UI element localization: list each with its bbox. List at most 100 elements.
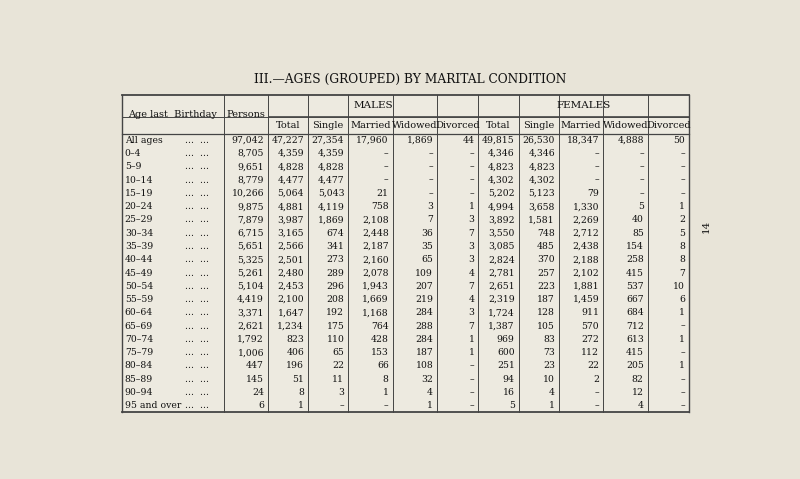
Text: 2,824: 2,824: [488, 255, 514, 264]
Text: 4: 4: [469, 269, 474, 277]
Bar: [122, 95, 689, 412]
Text: 2,160: 2,160: [362, 255, 389, 264]
Text: 3,371: 3,371: [238, 308, 264, 318]
Text: 187: 187: [415, 348, 433, 357]
Text: 3: 3: [469, 242, 474, 251]
Text: 911: 911: [582, 308, 599, 318]
Text: 40: 40: [632, 216, 644, 225]
Text: 4,823: 4,823: [528, 162, 555, 171]
Text: –: –: [639, 176, 644, 185]
Text: –: –: [639, 189, 644, 198]
Text: 5,261: 5,261: [238, 269, 264, 277]
Text: 4,823: 4,823: [488, 162, 514, 171]
Text: 192: 192: [326, 308, 344, 318]
Text: 10: 10: [674, 282, 685, 291]
Text: 684: 684: [626, 308, 644, 318]
Text: 23: 23: [543, 362, 555, 370]
Text: 36: 36: [422, 229, 433, 238]
Text: 27,354: 27,354: [312, 136, 344, 145]
Text: 4,828: 4,828: [278, 162, 304, 171]
Text: 273: 273: [326, 255, 344, 264]
Text: 415: 415: [626, 348, 644, 357]
Text: –: –: [470, 149, 474, 158]
Text: Single: Single: [523, 121, 554, 130]
Text: 55–59: 55–59: [125, 295, 153, 304]
Text: 4,419: 4,419: [237, 295, 264, 304]
Text: 1,459: 1,459: [573, 295, 599, 304]
Text: ...  ...: ... ...: [185, 136, 209, 145]
Text: 1,387: 1,387: [488, 322, 514, 331]
Text: Divorced: Divorced: [646, 121, 690, 130]
Text: 2,453: 2,453: [278, 282, 304, 291]
Text: 205: 205: [626, 362, 644, 370]
Text: 40–44: 40–44: [125, 255, 154, 264]
Text: ...  ...: ... ...: [185, 308, 209, 318]
Text: 1,792: 1,792: [237, 335, 264, 344]
Text: 4,477: 4,477: [278, 176, 304, 185]
Text: 128: 128: [537, 308, 555, 318]
Text: 1: 1: [549, 401, 555, 411]
Text: ...  ...: ... ...: [185, 348, 209, 357]
Text: 3,550: 3,550: [488, 229, 514, 238]
Text: 4,302: 4,302: [528, 176, 555, 185]
Text: Divorced: Divorced: [435, 121, 480, 130]
Text: –: –: [384, 401, 389, 411]
Text: 3,892: 3,892: [488, 216, 514, 225]
Text: ...  ...: ... ...: [185, 242, 209, 251]
Text: 5,325: 5,325: [238, 255, 264, 264]
Text: –: –: [429, 162, 433, 171]
Text: 2,566: 2,566: [278, 242, 304, 251]
Text: 6,715: 6,715: [238, 229, 264, 238]
Text: ...  ...: ... ...: [185, 176, 209, 185]
Text: FEMALES: FEMALES: [557, 102, 611, 111]
Text: 764: 764: [371, 322, 389, 331]
Text: 1,168: 1,168: [362, 308, 389, 318]
Text: 35: 35: [422, 242, 433, 251]
Text: 30–34: 30–34: [125, 229, 153, 238]
Text: 15–19: 15–19: [125, 189, 154, 198]
Text: 3: 3: [469, 216, 474, 225]
Text: 2,480: 2,480: [278, 269, 304, 277]
Text: –: –: [594, 149, 599, 158]
Text: 22: 22: [332, 362, 344, 370]
Text: 32: 32: [422, 375, 433, 384]
Text: 80–84: 80–84: [125, 362, 153, 370]
Text: 7: 7: [427, 216, 433, 225]
Text: 4,302: 4,302: [488, 176, 514, 185]
Text: –: –: [384, 162, 389, 171]
Text: 44: 44: [462, 136, 474, 145]
Text: 73: 73: [543, 348, 555, 357]
Text: 90–94: 90–94: [125, 388, 154, 397]
Text: 223: 223: [537, 282, 555, 291]
Text: 4,994: 4,994: [488, 202, 514, 211]
Text: 14: 14: [702, 219, 710, 233]
Text: 21: 21: [377, 189, 389, 198]
Text: 4: 4: [549, 388, 555, 397]
Text: 1: 1: [679, 202, 685, 211]
Text: Widowed: Widowed: [392, 121, 438, 130]
Text: ...  ...: ... ...: [185, 189, 209, 198]
Text: 97,042: 97,042: [231, 136, 264, 145]
Text: 537: 537: [626, 282, 644, 291]
Text: 1,943: 1,943: [362, 282, 389, 291]
Text: 82: 82: [632, 375, 644, 384]
Text: 208: 208: [326, 295, 344, 304]
Text: 758: 758: [371, 202, 389, 211]
Text: Widowed: Widowed: [602, 121, 648, 130]
Text: 85: 85: [632, 229, 644, 238]
Text: 94: 94: [502, 375, 514, 384]
Text: 1,006: 1,006: [238, 348, 264, 357]
Text: 51: 51: [292, 375, 304, 384]
Text: –: –: [470, 176, 474, 185]
Text: 5,202: 5,202: [488, 189, 514, 198]
Text: 1: 1: [298, 401, 304, 411]
Text: 10–14: 10–14: [125, 176, 154, 185]
Text: 5: 5: [509, 401, 514, 411]
Text: 447: 447: [246, 362, 264, 370]
Text: –: –: [594, 401, 599, 411]
Text: 3: 3: [338, 388, 344, 397]
Text: 4: 4: [469, 295, 474, 304]
Text: 7,879: 7,879: [238, 216, 264, 225]
Text: 257: 257: [537, 269, 555, 277]
Text: 85–89: 85–89: [125, 375, 153, 384]
